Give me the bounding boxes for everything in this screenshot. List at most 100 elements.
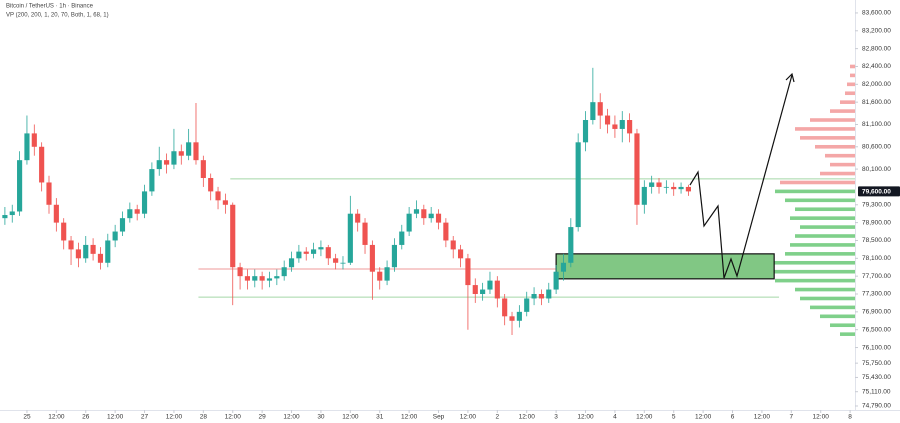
candle-body: [164, 160, 170, 165]
candle-body: [649, 182, 655, 187]
candle-body: [685, 186, 691, 192]
y-tick-label: 83,600.00: [862, 10, 891, 17]
x-tick-label: 2: [496, 414, 500, 421]
volume-profile-bar: [820, 314, 855, 319]
candle-body: [355, 213, 361, 223]
y-tick-label: 81,100.00: [862, 121, 891, 128]
x-tick-label: 12:00: [166, 414, 183, 421]
drawings: [689, 72, 795, 279]
volume-profile-bar: [790, 243, 855, 247]
volume-profile-bar: [785, 252, 855, 256]
volume-profile-bar: [795, 207, 855, 212]
y-tick-label: 75,750.00: [862, 360, 891, 367]
last-price-box: [858, 186, 900, 197]
x-tick-label: 12:00: [342, 414, 359, 421]
candle-body: [575, 142, 581, 228]
candle-body: [656, 182, 662, 187]
x-tick-label: 27: [141, 414, 149, 421]
candle-body: [252, 276, 258, 281]
y-tick-label: 76,900.00: [862, 309, 891, 316]
x-tick-label: 12:00: [283, 414, 300, 421]
candle-body: [119, 218, 126, 232]
volume-profile-bar: [795, 234, 855, 238]
candle-body: [208, 178, 214, 192]
candle-body: [480, 289, 486, 295]
candle-body: [274, 276, 280, 279]
volume-profile-bar: [830, 109, 855, 113]
candle-body: [421, 209, 427, 219]
projection-arrow: [689, 74, 793, 279]
candle-body: [384, 267, 390, 281]
candle-body: [68, 240, 74, 250]
candle-body: [303, 251, 309, 254]
candle-body: [502, 298, 508, 317]
y-tick-label: 76,100.00: [862, 344, 891, 351]
x-tick-label: 12:00: [225, 414, 242, 421]
candle-body: [634, 133, 640, 205]
x-tick-label: 3: [554, 414, 558, 421]
x-tick-label: 12:00: [636, 414, 653, 421]
y-tick-label: 78,100.00: [862, 255, 891, 262]
indicator-label: VP (200, 200, 1, 20, 70, Both, 1, 68, 1): [6, 13, 109, 19]
candle-body: [186, 142, 192, 156]
volume-profile-bar: [847, 82, 855, 87]
candle-body: [435, 213, 442, 223]
y-tick-label: 82,400.00: [862, 63, 891, 70]
volume-profile-bar: [825, 153, 855, 158]
candle-body: [215, 191, 221, 201]
candle-body: [369, 244, 375, 272]
candle-body: [171, 151, 177, 165]
volume-profile-bar: [830, 162, 855, 167]
candle-body: [546, 289, 552, 299]
candle-body: [641, 186, 647, 205]
candle-body: [266, 278, 273, 281]
x-tick-label: 30: [317, 414, 325, 421]
volume-profile-bar: [775, 189, 855, 194]
last-price-label: 79,600.00: [862, 189, 891, 196]
candle-body: [362, 222, 368, 245]
axes: 83,600.00 83,200.00 82,800.00 82,400.00 82,0…: [23, 10, 900, 421]
candle-body: [524, 298, 530, 312]
candle-body: [90, 244, 96, 254]
x-tick-label: 6: [731, 414, 735, 421]
chart-title: Bitcoin / TetherUS · 1h · Binance: [6, 4, 94, 10]
candle-body: [31, 133, 37, 147]
y-tick-label: 82,000.00: [862, 81, 891, 88]
candle-body: [61, 222, 67, 241]
candle-body: [590, 102, 596, 121]
x-tick-label: 12:00: [48, 414, 65, 421]
candle-body: [568, 227, 574, 263]
candle-body: [671, 186, 677, 190]
x-tick-label: 5: [672, 414, 676, 421]
x-tick-label: 29: [259, 414, 267, 421]
x-tick-label: 31: [376, 414, 384, 421]
volume-profile-bar: [800, 136, 855, 140]
y-tick-label: 83,200.00: [862, 28, 891, 35]
candle-body: [391, 244, 397, 268]
candle-body: [443, 222, 449, 241]
candle-body: [244, 276, 251, 281]
volume-profile-bar: [810, 118, 855, 122]
candle-body: [222, 200, 228, 205]
candle-body: [494, 280, 500, 299]
candle-body: [230, 204, 236, 268]
candle-body: [75, 249, 81, 259]
volume-profile-bar: [790, 216, 855, 220]
candle-body: [17, 160, 23, 212]
candle-body: [311, 249, 317, 254]
demand-zone: [555, 253, 775, 280]
candle-body: [538, 294, 544, 299]
x-tick-label: 8: [848, 414, 852, 421]
candles: [2, 67, 691, 336]
candle-body: [127, 209, 133, 219]
y-tick-label: 78,500.00: [862, 237, 891, 244]
x-tick-label: 4: [613, 414, 617, 421]
volume-profile-bar: [815, 144, 855, 149]
candle-body: [472, 285, 478, 295]
volume-profile-bar: [760, 269, 855, 274]
candle-body: [237, 267, 243, 277]
volume-profile-bar: [830, 323, 855, 328]
candle-body: [39, 146, 45, 183]
y-tick-label: 80,600.00: [862, 143, 891, 150]
candle-body: [597, 102, 603, 116]
